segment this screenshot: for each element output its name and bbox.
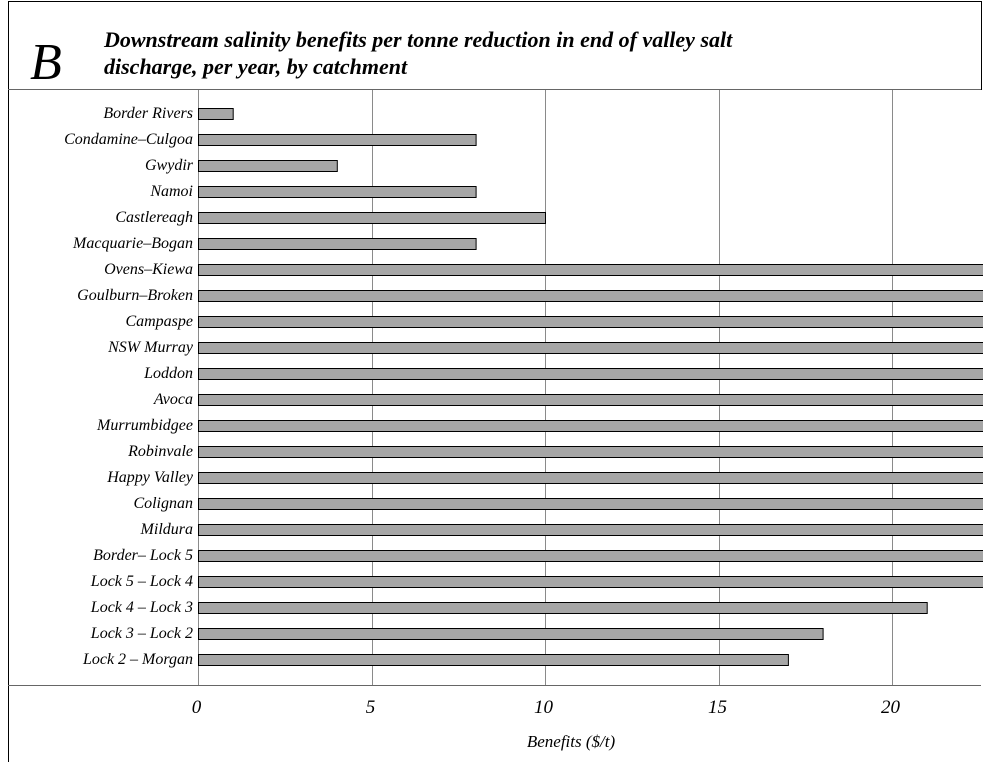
bars (198, 108, 983, 666)
bar (198, 602, 928, 614)
bar (198, 628, 824, 640)
category-label: Ovens–Kiewa (104, 261, 193, 278)
chart-title-line-2: discharge, per year, by catchment (104, 54, 408, 79)
bar (198, 394, 983, 406)
category-label: Border Rivers (103, 105, 193, 122)
category-label: Campaspe (125, 313, 193, 330)
x-tick-label: 10 (534, 697, 554, 718)
x-tick-label: 15 (708, 697, 727, 718)
bar (198, 212, 546, 224)
category-label: Avoca (153, 391, 193, 408)
category-label: Goulburn–Broken (77, 287, 193, 304)
category-label: Mildura (140, 521, 193, 538)
category-label: NSW Murray (107, 339, 194, 356)
gridlines (198, 90, 893, 685)
category-label: Castlereagh (115, 209, 193, 226)
category-label: Condamine–Culgoa (64, 131, 193, 148)
bar (198, 342, 983, 354)
category-label: Namoi (149, 183, 193, 200)
bar (198, 420, 983, 432)
x-tick-label: 5 (366, 697, 376, 718)
category-label: Border– Lock 5 (93, 547, 193, 564)
bar (198, 160, 338, 172)
category-label: Murrumbidgee (96, 417, 193, 434)
category-label: Lock 4 – Lock 3 (90, 599, 193, 616)
category-label: Lock 5 – Lock 4 (90, 573, 193, 590)
bar (198, 576, 983, 588)
bar (198, 498, 983, 510)
category-label: Lock 2 – Morgan (82, 651, 193, 668)
bar (198, 316, 983, 328)
bar (198, 368, 983, 380)
category-label: Gwydir (145, 157, 194, 174)
bar (198, 186, 477, 198)
bar (198, 264, 983, 276)
category-label: Macquarie–Bogan (72, 235, 193, 252)
bar (198, 654, 789, 666)
panel-letter: B (30, 34, 62, 91)
bar (198, 134, 477, 146)
bar (198, 524, 983, 536)
bar (198, 290, 983, 302)
bar (198, 446, 983, 458)
category-labels: Border Rivers Condamine–Culgoa Gwydir Namoi… (64, 105, 194, 668)
x-tick-label: 0 (192, 697, 202, 718)
category-label: Robinvale (127, 443, 193, 460)
x-tick-labels: 0510152025303540 (192, 697, 901, 718)
bar (198, 550, 983, 562)
x-axis-title: Benefits ($/t) (527, 732, 616, 751)
category-label: Loddon (143, 365, 193, 382)
bar (198, 108, 234, 120)
bar (198, 472, 983, 484)
x-tick-label: 20 (881, 697, 901, 718)
category-label: Lock 3 – Lock 2 (90, 625, 193, 642)
chart-title-line-1: Downstream salinity benefits per tonne r… (103, 27, 733, 52)
category-label: Happy Valley (106, 469, 194, 486)
category-label: Colignan (133, 495, 193, 512)
bar (198, 238, 477, 250)
